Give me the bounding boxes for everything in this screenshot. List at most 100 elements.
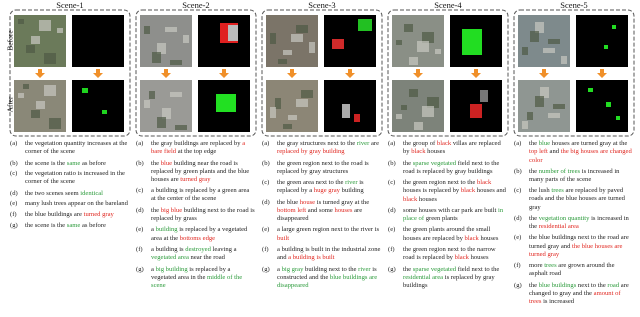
mask	[72, 15, 124, 67]
photo-detail	[157, 117, 166, 128]
caption: (c) the green area next to the river is r…	[262, 179, 381, 196]
caption-segment: the green plants around the small houses…	[403, 226, 491, 242]
caption-segment: the scene is the	[25, 159, 67, 167]
mask-region	[588, 88, 593, 92]
caption-label: (b)	[262, 159, 270, 167]
caption-segment: river	[345, 179, 358, 187]
caption-segment: is replaced by a vegetated area at the	[151, 226, 248, 242]
photo-detail	[427, 97, 439, 108]
arrow	[161, 69, 171, 78]
caption: (e) a large green region next to the rive…	[262, 226, 381, 243]
caption-segment: some houses with car park are built	[403, 206, 499, 214]
caption-label: (a)	[136, 140, 144, 147]
caption-label: (f)	[10, 211, 17, 218]
caption-segment: is turned gray at the	[315, 198, 370, 206]
caption: (b) the sparse vegetated field next to th…	[388, 160, 507, 177]
caption-segment: the	[529, 214, 539, 222]
photo-detail	[18, 93, 24, 98]
photo-detail	[296, 99, 308, 107]
caption-segment: vegetated area	[151, 254, 189, 262]
caption-text: the green region next to the road is rep…	[277, 160, 381, 177]
arrow	[93, 69, 103, 78]
caption-segment: same	[66, 221, 81, 229]
mask	[576, 80, 628, 132]
photo-detail	[288, 115, 297, 120]
caption: (g) a big building is replaced by a veget…	[136, 266, 255, 291]
caption-segment: the	[529, 281, 539, 289]
photo-detail	[422, 32, 434, 43]
mask-region	[342, 104, 350, 118]
photo-detail	[18, 19, 24, 24]
caption-segment: blue	[538, 140, 551, 147]
caption-segment: built	[277, 234, 290, 242]
caption-label: (c)	[136, 187, 144, 195]
caption: (e) the green plants around the small hou…	[388, 226, 507, 243]
caption-segment: at the top edge	[176, 148, 217, 156]
caption-segment: the vegetation ratio is increased in the…	[25, 170, 125, 186]
scene-title: Scene-1	[10, 0, 130, 10]
caption-segment: is replaced by gray buildings	[403, 273, 495, 290]
caption: (b) the green region next to the road is …	[262, 160, 381, 177]
caption: (a) the blue houses are turned gray at th…	[514, 140, 633, 165]
caption: (c) the lush trees are replaced by paved …	[514, 187, 633, 212]
photo-detail	[57, 28, 63, 33]
photo-detail	[301, 90, 313, 98]
scene-title-text: Scene-5	[560, 0, 588, 10]
caption-segment: residential area	[538, 223, 579, 231]
photo-detail	[396, 40, 402, 45]
caption-label: (c)	[388, 179, 396, 187]
photo-detail	[44, 85, 56, 96]
arrow	[413, 69, 423, 78]
caption-segment: blue buildings are disappeared	[277, 273, 378, 290]
caption-segment: huge gray	[313, 187, 340, 195]
scene-frame	[387, 9, 509, 137]
caption-segment: is constructed and the	[277, 265, 377, 281]
after-label: After	[5, 96, 15, 113]
caption-segment: green plants	[424, 215, 458, 223]
arrow	[539, 69, 549, 78]
caption-text: more trees are grown around the asphalt …	[529, 262, 633, 279]
photo-detail	[162, 108, 171, 119]
caption: (a) the gray structures next to the river…	[262, 140, 381, 157]
caption-segment: field next to the road is replaced by gr…	[403, 159, 500, 175]
caption-segment: are changed to gray and the	[529, 281, 629, 297]
caption-segment: the two scenes seem	[25, 189, 81, 197]
caption-segment: big blue	[160, 206, 183, 214]
caption-segment: a	[151, 265, 156, 273]
arrow	[287, 69, 297, 78]
caption-segment: field next to the	[456, 265, 500, 273]
caption-text: the number of trees is increased in many…	[529, 168, 633, 185]
photo-detail	[522, 47, 528, 55]
scene-title: Scene-2	[136, 0, 256, 10]
caption-label: (c)	[514, 187, 522, 195]
photo-detail	[36, 101, 45, 109]
scene-title-text: Scene-2	[182, 0, 210, 10]
photo-detail	[144, 26, 150, 34]
caption-segment: the	[529, 140, 539, 147]
caption-segment: turned gray	[83, 211, 114, 218]
caption-label: (e)	[514, 234, 522, 242]
caption-segment: bottom left	[277, 207, 307, 215]
photo-detail	[275, 98, 281, 109]
caption-label: (g)	[136, 265, 144, 273]
caption-text: the vegetation quantity increases at the…	[25, 140, 129, 157]
scene-frame	[261, 9, 383, 137]
caption-segment: blue	[160, 159, 173, 167]
photo-detail	[270, 33, 276, 44]
caption: (g) the sparse vegetated field next to th…	[388, 266, 507, 291]
caption-segment: houses and	[475, 187, 506, 195]
caption-segment: top left	[529, 148, 548, 156]
caption-segment: houses	[425, 148, 446, 156]
mask-region	[102, 110, 107, 114]
caption-segment: replaced by gray building	[277, 148, 345, 156]
mask-region	[616, 116, 620, 120]
photo-detail	[157, 43, 166, 54]
scene-title-text: Scene-4	[434, 0, 462, 10]
caption-segment: blue buildings	[538, 281, 577, 289]
mask-region	[354, 114, 360, 122]
caption-segment: the green region next to the	[403, 179, 477, 187]
photo-detail	[548, 39, 560, 44]
caption-label: (e)	[388, 226, 396, 234]
caption: (d) the blue house is turned gray at the …	[262, 199, 381, 224]
photo-detail	[270, 107, 276, 118]
